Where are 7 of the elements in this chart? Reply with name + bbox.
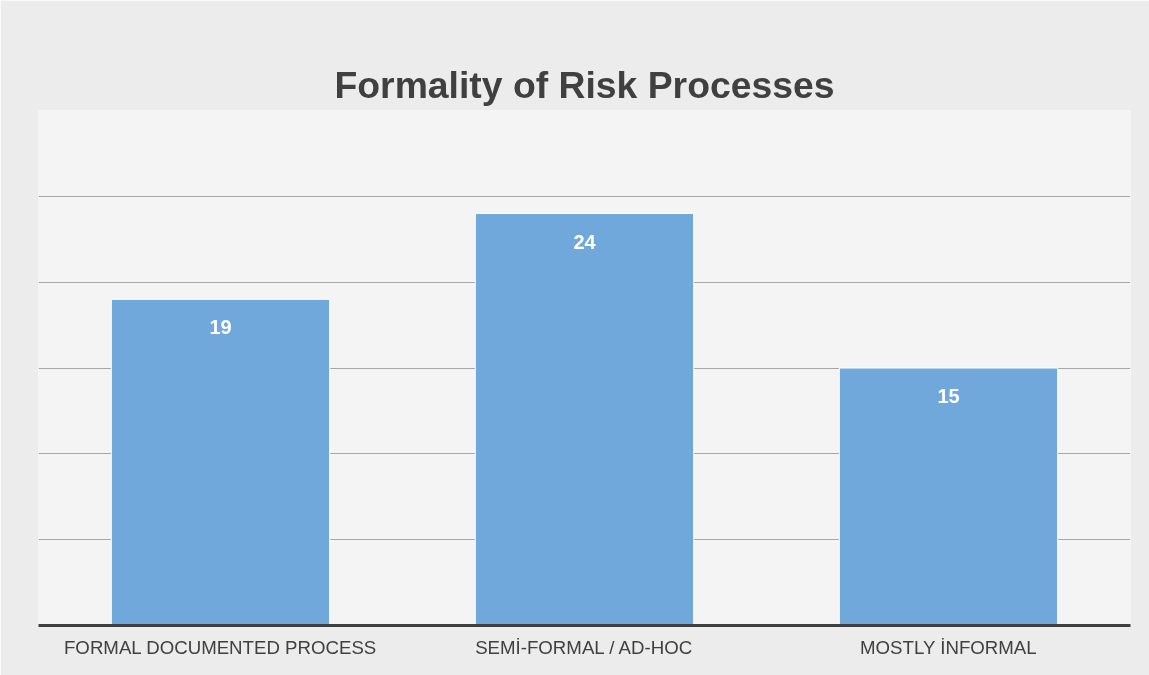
data-label: 15 [937, 385, 960, 407]
data-label: 24 [573, 230, 597, 253]
data-label: 19 [209, 316, 232, 339]
chart-title: Formality of Risk Processes [334, 63, 835, 106]
x-tick-label: SEMİ-FORMAL / AD-HOC [475, 636, 693, 658]
x-tick-label: FORMAL DOCUMENTED PROCESS [63, 636, 377, 658]
x-tick-label: MOSTLY İNFORMAL [860, 636, 1037, 658]
